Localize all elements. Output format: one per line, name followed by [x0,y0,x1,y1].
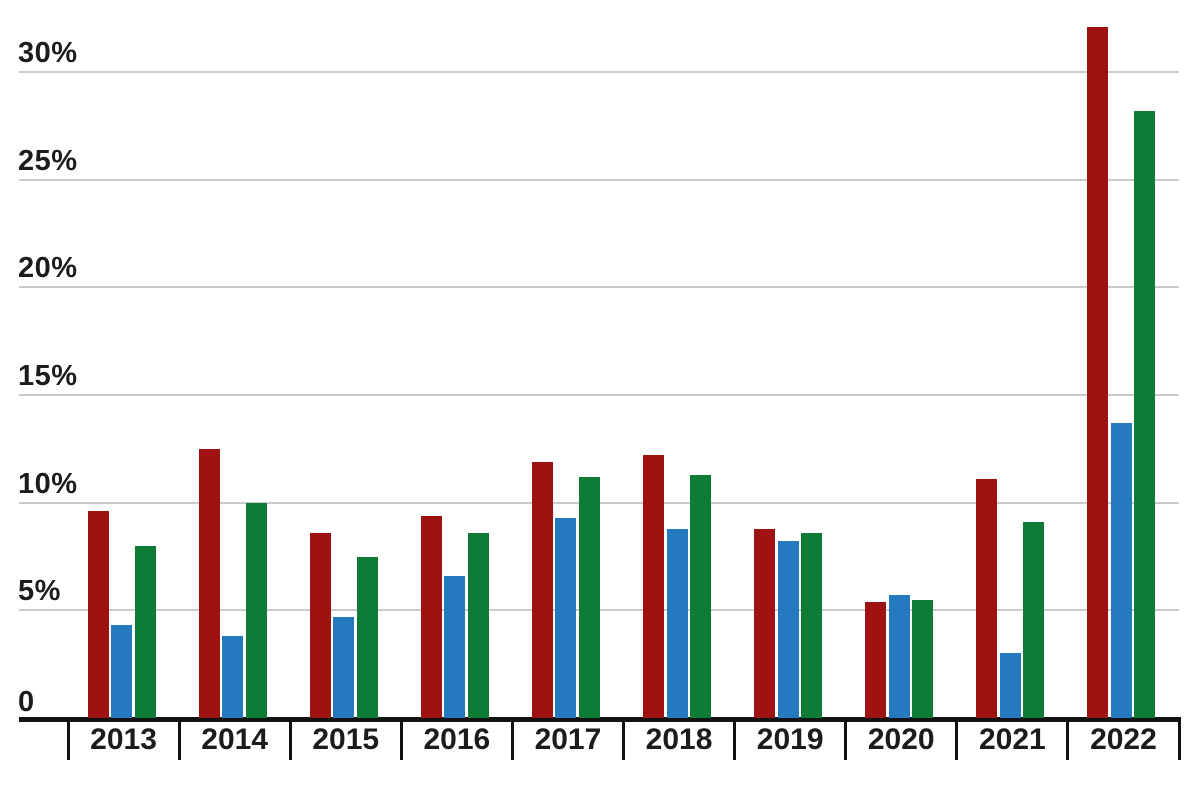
x-axis-label: 2019 [756,723,824,756]
x-axis-label: 2022 [1090,723,1157,756]
x-axis-label: 2014 [201,723,269,756]
x-axis-tick [177,717,181,760]
y-axis-label: 5% [18,575,61,608]
bar-blue-2017 [555,517,577,718]
bar-red-2022 [1087,26,1109,718]
bar-green-2016 [467,532,489,718]
bar-green-2017 [578,476,600,718]
x-axis-label: 2017 [534,723,602,756]
grid-line [19,394,1179,397]
bar-red-2016 [420,515,442,718]
bar-blue-2016 [444,575,466,718]
x-axis-tick [399,717,403,760]
bar-red-2015 [309,532,331,718]
x-axis-tick [955,717,959,760]
bar-blue-2019 [777,541,799,718]
bar-blue-2018 [666,528,688,718]
bar-red-2020 [865,601,887,718]
x-axis-tick [66,717,70,760]
y-axis-label: 15% [18,360,78,393]
grid-line [19,178,1179,181]
bar-red-2013 [87,511,109,718]
bar-blue-2013 [111,625,132,718]
bar-blue-2014 [222,636,244,718]
x-axis-tick [733,717,737,760]
bar-green-2014 [245,502,267,718]
bar-blue-2021 [999,653,1021,718]
bar-red-2019 [754,528,776,718]
bar-red-2018 [643,455,664,718]
x-axis-tick [510,717,514,760]
bar-green-2019 [801,532,823,718]
x-axis-tick [288,717,292,760]
x-axis-label: 2018 [645,723,713,756]
x-axis-label: 2015 [312,723,380,756]
x-axis-label: 2020 [867,723,935,756]
bar-red-2021 [976,479,998,718]
y-axis-label: 10% [18,467,78,500]
bar-blue-2022 [1110,423,1132,718]
y-axis-label: 20% [18,252,78,285]
x-axis-label: 2013 [90,723,157,756]
y-axis-label: 25% [18,144,78,177]
y-axis-label: 0 [18,686,35,718]
bar-green-2021 [1023,522,1045,718]
bar-red-2017 [531,461,553,718]
bar-green-2022 [1134,110,1156,718]
x-axis-label: 2021 [978,723,1046,756]
x-axis-tick [1066,717,1070,760]
x-axis-label: 2016 [423,723,491,756]
bar-green-2020 [912,599,934,718]
bar-green-2015 [356,556,378,718]
y-axis-label: 30% [18,37,78,70]
bar-green-2018 [690,474,711,718]
grid-line [19,71,1179,74]
bar-blue-2015 [333,616,355,718]
x-axis-tick [622,717,625,760]
x-axis-tick [1177,717,1181,760]
bar-blue-2020 [888,595,910,718]
grid-line [19,286,1179,289]
x-axis-line [19,717,1181,722]
bar-green-2013 [134,545,156,718]
x-axis-tick [844,717,848,760]
bar-red-2014 [198,448,220,718]
